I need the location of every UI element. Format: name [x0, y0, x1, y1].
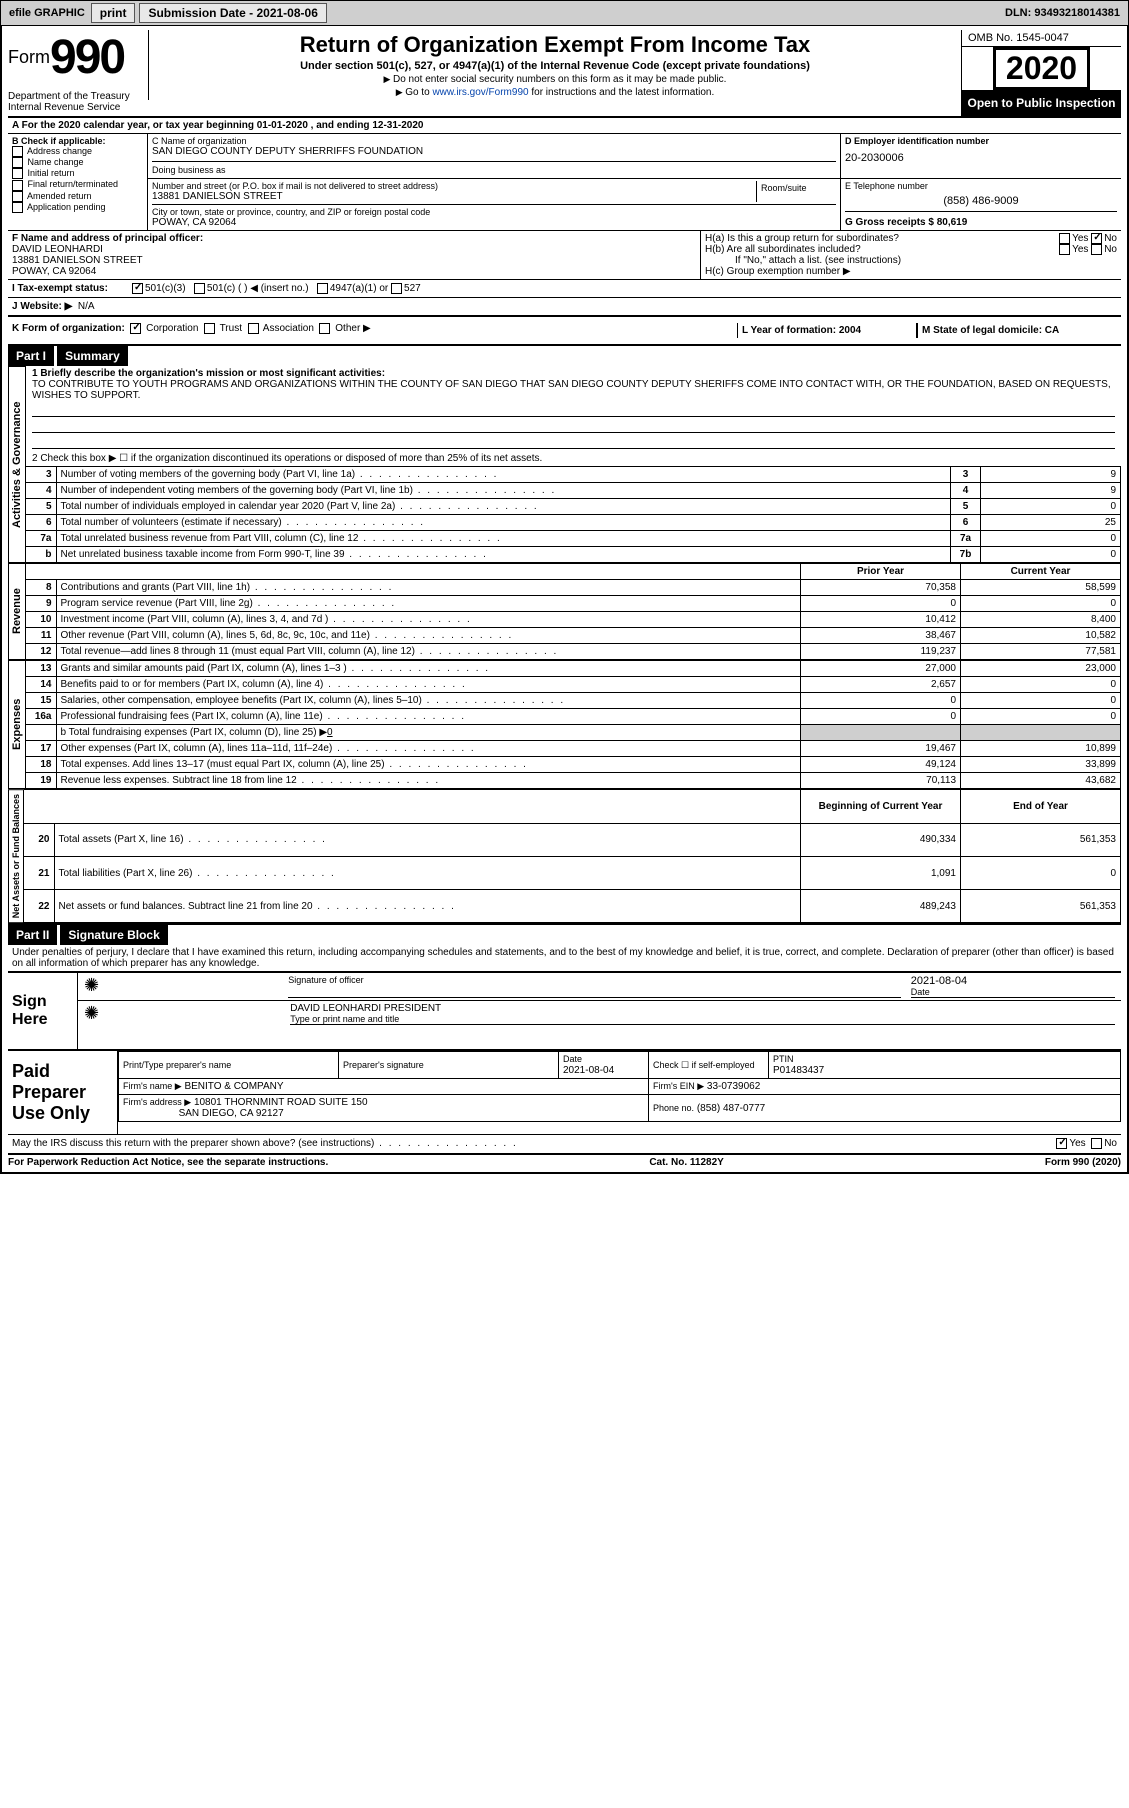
f-label: F Name and address of principal officer: [12, 233, 696, 244]
g-label: G Gross receipts $ 80,619 [845, 217, 967, 228]
addr-label: Number and street (or P.O. box if mail i… [152, 181, 756, 191]
efile-label: efile GRAPHIC [9, 7, 85, 19]
expenses-table: 13Grants and similar amounts paid (Part … [26, 660, 1121, 789]
i-501c-check[interactable] [194, 283, 205, 294]
org-name: SAN DIEGO COUNTY DEPUTY SHERRIFFS FOUNDA… [152, 146, 836, 157]
submission-date: Submission Date - 2021-08-06 [139, 3, 326, 23]
hb-no[interactable] [1091, 244, 1102, 255]
q1-label: 1 Briefly describe the organization's mi… [32, 368, 1115, 379]
vert-revenue: Revenue [8, 563, 26, 660]
officer-name-label: Type or print name and title [290, 1014, 1115, 1024]
dba-label: Doing business as [152, 165, 226, 175]
revenue-table: Prior YearCurrent Year8Contributions and… [26, 563, 1121, 660]
print-button[interactable]: print [91, 3, 136, 23]
i-label: I Tax-exempt status: [12, 283, 132, 294]
dln-label: DLN: 93493218014381 [1005, 7, 1120, 19]
sign-here-label: Sign Here [8, 973, 78, 1049]
k-label: K Form of organization: [12, 323, 125, 334]
city-value: POWAY, CA 92064 [152, 217, 836, 228]
city-label: City or town, state or province, country… [152, 207, 836, 217]
part1-header: Part I [8, 346, 54, 366]
tax-year: 2020 [993, 47, 1090, 90]
l-label: L Year of formation: 2004 [737, 323, 917, 338]
declaration-text: Under penalties of perjury, I declare th… [8, 945, 1121, 971]
topbar: efile GRAPHIC print Submission Date - 20… [0, 0, 1129, 26]
form-main-title: Return of Organization Exempt From Incom… [159, 32, 951, 58]
hc-label: H(c) Group exemption number ▶ [705, 266, 1117, 277]
net-assets-table: Beginning of Current YearEnd of Year20To… [24, 789, 1121, 923]
ha-label: H(a) Is this a group return for subordin… [705, 233, 899, 244]
room-label: Room/suite [761, 183, 832, 193]
website-value: N/A [78, 301, 95, 312]
b-label: B Check if applicable: [12, 136, 143, 146]
i-527-check[interactable] [391, 283, 402, 294]
footer-mid: Cat. No. 11282Y [649, 1157, 723, 1168]
i-4947-check[interactable] [317, 283, 328, 294]
h-note: If "No," attach a list. (see instruction… [705, 255, 1117, 266]
i-501c3-check[interactable] [132, 283, 143, 294]
part2-title: Signature Block [60, 925, 167, 945]
k-other-check[interactable] [319, 323, 330, 334]
officer-name: DAVID LEONHARDI PRESIDENT [290, 1003, 1115, 1014]
discuss-yes[interactable] [1056, 1138, 1067, 1149]
phone-value: (858) 486-9009 [845, 195, 1117, 207]
footer-left: For Paperwork Reduction Act Notice, see … [8, 1157, 328, 1168]
part2-header: Part II [8, 925, 57, 945]
part1-title: Summary [57, 346, 128, 366]
k-corp-check[interactable] [130, 323, 141, 334]
inspection-label: Open to Public Inspection [962, 90, 1121, 116]
date-label: Date [911, 987, 1115, 997]
form-title: Form 990 [8, 30, 148, 85]
hb-yes[interactable] [1059, 244, 1070, 255]
hb-label: H(b) Are all subordinates included? [705, 244, 861, 255]
q2-label: 2 Check this box ▶ ☐ if the organization… [32, 453, 1115, 464]
form-body: Form 990 Department of the Treasury Inte… [0, 26, 1129, 1174]
ein-value: 20-2030006 [845, 152, 1117, 164]
form-subtitle: Under section 501(c), 527, or 4947(a)(1)… [159, 60, 951, 72]
k-trust-check[interactable] [204, 323, 215, 334]
governance-table: 3Number of voting members of the governi… [26, 466, 1121, 563]
m-label: M State of legal domicile: CA [917, 323, 1117, 338]
note-ssn: Do not enter social security numbers on … [159, 74, 951, 85]
discuss-label: May the IRS discuss this return with the… [12, 1138, 1056, 1149]
vert-expenses: Expenses [8, 660, 26, 789]
irs-link[interactable]: www.irs.gov/Form990 [432, 87, 528, 98]
j-label: J Website: ▶ [12, 301, 72, 312]
discuss-no[interactable] [1091, 1138, 1102, 1149]
d-label: D Employer identification number [845, 136, 1117, 146]
note-link: Go to www.irs.gov/Form990 for instructio… [159, 87, 951, 98]
paid-preparer-label: Paid Preparer Use Only [8, 1051, 118, 1134]
omb-number: OMB No. 1545-0047 [962, 30, 1121, 47]
vert-net: Net Assets or Fund Balances [8, 789, 24, 923]
e-label: E Telephone number [845, 181, 1117, 191]
sig-date-value: 2021-08-04 [911, 975, 1115, 987]
dept-label: Department of the Treasury Internal Reve… [8, 85, 148, 113]
mission-text: TO CONTRIBUTE TO YOUTH PROGRAMS AND ORGA… [32, 379, 1115, 401]
footer-right: Form 990 (2020) [1045, 1157, 1121, 1168]
line-a: A For the 2020 calendar year, or tax yea… [8, 116, 1121, 133]
k-assoc-check[interactable] [248, 323, 259, 334]
officer-info: DAVID LEONHARDI 13881 DANIELSON STREET P… [12, 244, 696, 277]
ha-yes[interactable] [1059, 233, 1070, 244]
ha-no[interactable] [1091, 233, 1102, 244]
street-address: 13881 DANIELSON STREET [152, 191, 756, 202]
c-label: C Name of organization [152, 136, 836, 146]
sig-officer-label: Signature of officer [288, 975, 901, 985]
vert-activities: Activities & Governance [8, 366, 26, 563]
